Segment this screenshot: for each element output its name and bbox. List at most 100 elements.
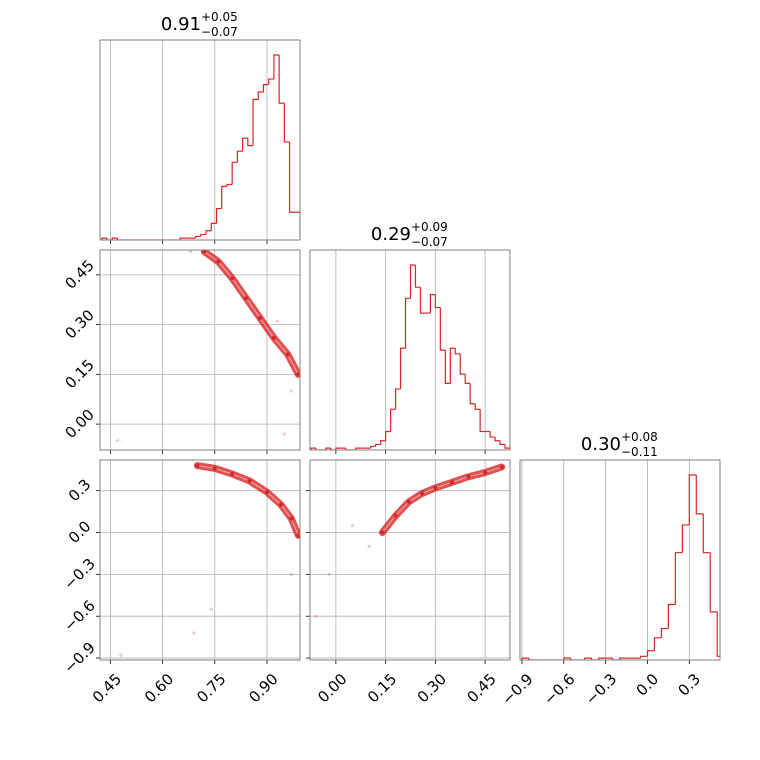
contour-point xyxy=(230,471,235,476)
x-tick-label: 0.75 xyxy=(193,670,229,706)
histogram-bin xyxy=(449,347,456,384)
histogram-bin xyxy=(252,98,259,146)
histogram-bin xyxy=(521,657,529,660)
histogram-bin xyxy=(454,348,461,355)
y-tick-label: 0.00 xyxy=(61,406,97,442)
contour-line xyxy=(381,466,502,533)
panel-frame xyxy=(99,459,301,661)
histogram-bin xyxy=(268,78,274,85)
y-tick-label: 0.0 xyxy=(65,517,95,547)
sample-point xyxy=(327,572,331,576)
histogram-bin xyxy=(116,238,123,240)
histogram-bin xyxy=(646,650,655,657)
histogram-bin xyxy=(474,403,481,410)
sample-point xyxy=(209,607,213,611)
histogram-bin xyxy=(205,230,212,235)
contour-point xyxy=(278,502,283,507)
histogram-bin xyxy=(494,437,501,442)
histogram-bin xyxy=(210,222,217,231)
histogram-bin xyxy=(283,103,290,143)
histogram-bin xyxy=(716,611,720,657)
contour-point xyxy=(499,464,504,469)
histogram-bin xyxy=(195,235,201,239)
contour-point xyxy=(483,470,488,475)
panel: −0.9 −0.6 −0.3 0.0 0.3 0.30 +0.08−0.11 xyxy=(498,430,721,709)
histogram-bin xyxy=(231,161,238,185)
histogram-bin xyxy=(325,447,331,450)
title-upper: +0.09 xyxy=(411,220,448,234)
contour-line xyxy=(204,251,299,375)
histogram-bin xyxy=(459,353,466,375)
contour-point xyxy=(216,259,221,264)
sample-point xyxy=(282,432,286,436)
histogram-bin xyxy=(709,552,718,613)
title-value: 0.29 xyxy=(371,224,411,245)
histogram-bin xyxy=(429,294,436,314)
histogram-bin xyxy=(335,447,341,450)
x-tick-label: −0.6 xyxy=(540,670,578,708)
contour-point xyxy=(433,485,438,490)
contour-point xyxy=(285,352,290,357)
histogram xyxy=(101,54,300,240)
y-tick-label: −0.9 xyxy=(60,638,98,676)
histogram-bin xyxy=(674,552,683,605)
contour-point xyxy=(264,490,269,495)
histogram-bin xyxy=(489,431,496,438)
contour-point xyxy=(258,315,262,320)
sample-point xyxy=(289,572,293,576)
y-tick-label: −0.3 xyxy=(60,555,98,593)
contour-point xyxy=(449,480,454,485)
x-tick-label: 0.30 xyxy=(414,670,450,706)
histogram-bin xyxy=(499,440,506,446)
sample-point xyxy=(188,250,193,254)
histogram-bin xyxy=(464,374,471,384)
x-tick-label: 0.15 xyxy=(364,670,400,706)
histogram-bin xyxy=(653,637,662,651)
histogram-bin xyxy=(179,237,186,240)
x-tick-label: 0.90 xyxy=(245,670,281,706)
histogram-bin xyxy=(385,430,391,441)
histogram-bin xyxy=(389,408,396,432)
histogram-bin xyxy=(618,657,627,660)
contour-point xyxy=(380,530,385,535)
sample-point xyxy=(115,439,119,443)
contour-point xyxy=(230,276,235,281)
title-lower: −0.07 xyxy=(201,25,238,39)
panel-frame xyxy=(99,249,301,451)
histogram-bin xyxy=(294,211,300,240)
histogram-bin xyxy=(469,383,476,405)
histogram-bin xyxy=(504,444,510,450)
x-tick-label: −0.3 xyxy=(582,670,620,708)
histogram-bin xyxy=(257,91,264,100)
histogram xyxy=(521,474,720,660)
contour-point xyxy=(212,466,217,471)
histogram-bin xyxy=(688,474,697,525)
histogram-bin xyxy=(111,237,118,240)
contour-band xyxy=(193,462,300,539)
histogram-bin xyxy=(419,287,426,314)
y-tick-label: −0.6 xyxy=(60,597,98,635)
histogram-bin xyxy=(434,294,441,309)
sample-point xyxy=(192,631,196,635)
histogram-bin xyxy=(101,237,107,240)
panel: 0.29 +0.09−0.07 xyxy=(309,220,511,454)
pair-plot xyxy=(119,462,300,657)
histogram-bin xyxy=(380,440,386,445)
panel: 0.00 0.15 0.30 0.45 xyxy=(61,249,301,454)
sample-point xyxy=(314,614,318,618)
panel-frame xyxy=(309,249,511,451)
histogram-bin xyxy=(226,183,233,187)
histogram-bin xyxy=(247,138,254,147)
histogram-bin xyxy=(310,447,316,450)
title-upper: +0.08 xyxy=(621,430,658,444)
contour-point xyxy=(244,296,249,301)
x-tick-label: 0.00 xyxy=(314,670,350,706)
histogram-bin xyxy=(288,141,295,213)
contour-point xyxy=(202,250,207,254)
panel: 0.91 +0.05−0.07 xyxy=(99,10,301,244)
histogram-bin xyxy=(106,238,113,240)
sample-point xyxy=(119,653,123,657)
contour-point xyxy=(393,513,398,518)
panel-frame xyxy=(519,459,721,661)
y-tick-label: 0.30 xyxy=(61,306,97,342)
